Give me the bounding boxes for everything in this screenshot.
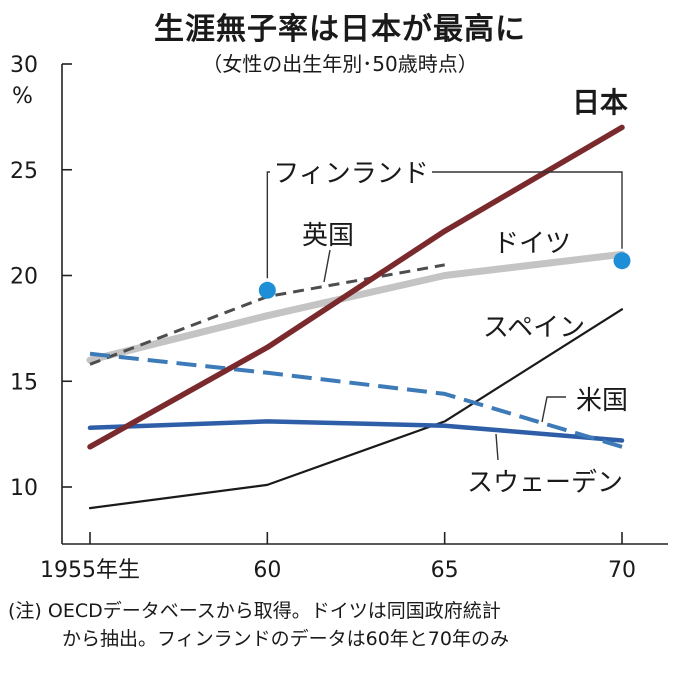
y-tick-label-20: 20 [10, 265, 38, 290]
series-label-finland: フィンランド [273, 159, 428, 189]
x-tick-label-1970: 70 [608, 558, 636, 583]
chart-title: 生涯無子率は日本が最高に [154, 12, 526, 47]
series-label-spain: スペイン [483, 313, 585, 343]
series-label-us: 米国 [576, 386, 628, 416]
series-line-sweden [87, 419, 625, 443]
x-tick-label-1955: 1955年生 [40, 558, 140, 583]
series-line-japan [87, 124, 625, 450]
us-leader [541, 396, 566, 423]
series-line-spain [88, 308, 624, 510]
finland-leader-right [432, 171, 623, 249]
series-label-uk: 英国 [302, 221, 354, 251]
finland-point-1960 [258, 281, 276, 299]
y-tick-label-25: 25 [10, 159, 38, 184]
series-layer [86, 124, 626, 510]
series-line-us [89, 351, 623, 449]
y-axis-unit: % [12, 84, 33, 109]
series-label-germany: ドイツ [493, 229, 571, 259]
uk-leader [323, 249, 331, 283]
footnote-line-1: (注) OECDデータベースから取得。ドイツは同国政府統計 [8, 600, 501, 622]
sweden-leader [495, 433, 499, 461]
series-label-japan: 日本 [572, 86, 628, 119]
finland-leader-left [266, 171, 270, 279]
chart-subtitle: （女性の出生年別･50歳時点） [202, 52, 478, 76]
footnote-line-2: から抽出。フィンランドのデータは60年と70年のみ [62, 628, 509, 650]
series-line-germany [86, 250, 626, 364]
y-tick-label-10: 10 [10, 476, 38, 501]
x-tick-label-1965: 65 [431, 558, 459, 583]
y-tick-label-15: 15 [10, 370, 38, 395]
axes: 10 15 20 25 30 1955年生 60 65 70 [10, 53, 668, 583]
series-label-sweden: スウェーデン [467, 468, 623, 498]
x-tick-label-1960: 60 [253, 558, 281, 583]
finland-point-1970 [613, 252, 631, 270]
y-tick-label-30: 30 [10, 53, 38, 78]
